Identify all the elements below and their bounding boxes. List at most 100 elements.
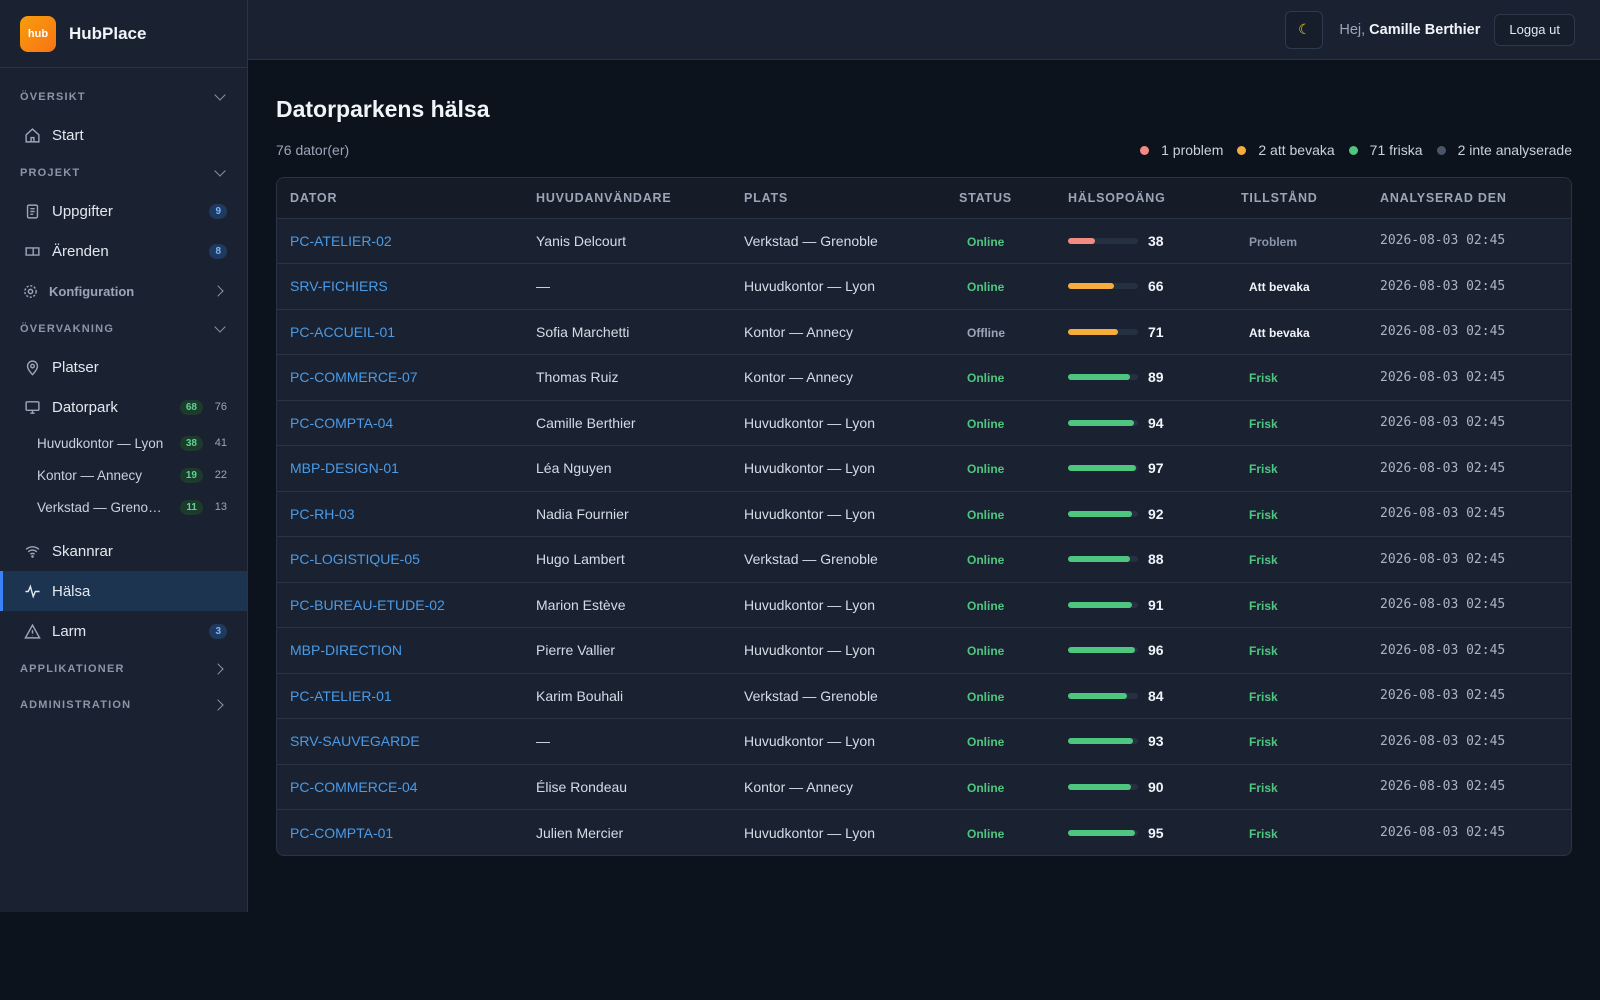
analyzed-date: 2026-08-03 02:45 [1367, 400, 1571, 446]
computer-link[interactable]: MBP-DESIGN-01 [277, 445, 523, 492]
health-bar-fill [1068, 283, 1115, 290]
column-header[interactable]: PLATS [731, 178, 946, 219]
user-name: Camille Berthier [1369, 21, 1481, 38]
condition-badge: Att bevaka [1249, 325, 1310, 340]
column-header[interactable]: HUVUDANVÄNDARE [523, 178, 731, 219]
sidebar-item-config[interactable]: Konfiguration [0, 271, 247, 311]
condition-cell: Problem [1228, 218, 1367, 264]
computer-link[interactable]: PC-ATELIER-01 [277, 673, 523, 719]
section-monitoring[interactable]: ÖVERVAKNING [0, 311, 247, 347]
status-badge: Online [967, 598, 1005, 613]
sidebar-item-alarms[interactable]: Larm 3 [0, 611, 247, 651]
table-row[interactable]: PC-ACCUEIL-01 Sofia Marchetti Kontor — Ann… [277, 309, 1571, 355]
sidebar-item-health[interactable]: Hälsa [0, 571, 247, 611]
legend-dot [1348, 145, 1358, 155]
brand[interactable]: hub HubPlace [0, 0, 247, 68]
sidebar-subitem-grenoble[interactable]: Verkstad — Grenoble 11 13 [0, 491, 247, 523]
computer-link[interactable]: PC-BUREAU-ETUDE-02 [277, 582, 523, 628]
health-bar-fill [1068, 237, 1095, 244]
chevron-right-icon [212, 285, 224, 297]
table-header-row: DATOR HUVUDANVÄNDARE PLATS STATUS HÄLSOPOÄNG… [277, 178, 1571, 219]
section-applications[interactable]: APPLIKATIONER [0, 651, 247, 687]
table-row[interactable]: MBP-DESIGN-01 Léa Nguyen Huvudkontor — Lyo… [277, 445, 1571, 492]
sidebar-item-label: Larm [52, 622, 87, 640]
table-row[interactable]: PC-BUREAU-ETUDE-02 Marion Estève Huvudkont… [277, 582, 1571, 628]
place: Huvudkontor — Lyon [731, 491, 946, 537]
computer-count: 76 dator(er) [276, 142, 350, 158]
column-header[interactable]: STATUS [946, 178, 1055, 219]
status-cell: Online [946, 764, 1055, 810]
column-header[interactable]: HÄLSOPOÄNG [1055, 178, 1228, 219]
score-cell: 89 [1055, 354, 1228, 401]
health-bar [1068, 692, 1138, 699]
place: Huvudkontor — Lyon [731, 445, 946, 492]
table-row[interactable]: PC-ATELIER-01 Karim Bouhali Verkstad — Gre… [277, 673, 1571, 719]
gear-icon [21, 282, 39, 300]
sidebar-item-fleet[interactable]: Datorpark 68 76 [0, 387, 247, 427]
user-greeting: Hej, Camille Berthier [1339, 22, 1480, 38]
column-header[interactable]: DATOR [277, 178, 523, 219]
health-score: 94 [1148, 414, 1164, 431]
table-row[interactable]: SRV-SAUVEGARDE — Huvudkontor — Lyon Online 9… [277, 718, 1571, 765]
theme-toggle-button[interactable]: ☾ [1285, 10, 1324, 49]
health-bar-fill [1068, 692, 1127, 699]
sidebar-item-scanners[interactable]: Skannrar [0, 531, 247, 571]
table-row[interactable]: SRV-FICHIERS — Huvudkontor — Lyon Online 66 A… [277, 263, 1571, 310]
sidebar-item-tasks[interactable]: Uppgifter 9 [0, 191, 247, 231]
table-row[interactable]: PC-COMMERCE-07 Thomas Ruiz Kontor — Annecy… [277, 354, 1571, 401]
computer-link[interactable]: PC-RH-03 [277, 491, 523, 537]
computer-link[interactable]: PC-COMPTA-04 [277, 400, 523, 446]
computer-link[interactable]: SRV-FICHIERS [277, 263, 523, 310]
section-overview[interactable]: ÖVERSIKT [0, 79, 247, 115]
table-row[interactable]: MBP-DIRECTION Pierre Vallier Huvudkontor —… [277, 627, 1571, 674]
table-row[interactable]: PC-COMMERCE-04 Élise Rondeau Kontor — Anne… [277, 764, 1571, 810]
computer-link[interactable]: PC-LOGISTIQUE-05 [277, 536, 523, 583]
sidebar-item-label: Ärenden [52, 242, 109, 260]
app-logo[interactable]: hub [20, 15, 56, 52]
status-badge: Online [967, 735, 1005, 750]
score-cell: 93 [1055, 718, 1228, 765]
section-administration[interactable]: ADMINISTRATION [0, 687, 247, 723]
column-header[interactable]: TILLSTÅND [1228, 178, 1367, 219]
logout-button[interactable]: Logga ut [1494, 13, 1575, 46]
table-row[interactable]: PC-COMPTA-01 Julien Mercier Huvudkontor — … [277, 810, 1571, 856]
status-badge: Online [967, 826, 1005, 841]
alert-triangle-icon [23, 622, 41, 640]
computer-link[interactable]: PC-COMMERCE-07 [277, 354, 523, 401]
health-score: 97 [1148, 460, 1164, 477]
table-row[interactable]: PC-COMPTA-04 Camille Berthier Huvudkontor … [277, 400, 1571, 446]
subitem-count: 41 [214, 437, 227, 449]
condition-cell: Att bevaka [1228, 309, 1367, 355]
sidebar-item-start[interactable]: Start [0, 115, 247, 155]
computer-link[interactable]: PC-ATELIER-02 [277, 218, 523, 264]
sidebar-item-label: Start [52, 126, 84, 144]
place: Verkstad — Grenoble [731, 673, 946, 719]
table-row[interactable]: PC-ATELIER-02 Yanis Delcourt Verkstad — Gr… [277, 218, 1571, 264]
health-bar-fill [1068, 465, 1136, 472]
computer-link[interactable]: MBP-DIRECTION [277, 627, 523, 674]
sidebar-item-places[interactable]: Platser [0, 347, 247, 387]
column-header[interactable]: ANALYSERAD DEN [1367, 178, 1571, 219]
condition-cell: Frisk [1228, 582, 1367, 628]
computer-link[interactable]: PC-ACCUEIL-01 [277, 309, 523, 355]
sidebar-item-tickets[interactable]: Ärenden 8 [0, 231, 247, 271]
computer-link[interactable]: PC-COMMERCE-04 [277, 764, 523, 810]
table-row[interactable]: PC-RH-03 Nadia Fournier Huvudkontor — Lyon… [277, 491, 1571, 537]
main-user: Julien Mercier [536, 824, 624, 841]
chevron-right-icon [212, 663, 224, 675]
status-cell: Online [946, 491, 1055, 537]
sidebar-subitem-annecy[interactable]: Kontor — Annecy 19 22 [0, 459, 247, 491]
table-row[interactable]: PC-LOGISTIQUE-05 Hugo Lambert Verkstad — G… [277, 536, 1571, 583]
legend-dot [1436, 145, 1446, 155]
app-name[interactable]: HubPlace [69, 23, 147, 43]
health-bar-fill [1068, 374, 1131, 381]
health-bar [1068, 374, 1138, 381]
sidebar-subitem-lyon[interactable]: Huvudkontor — Lyon 38 41 [0, 427, 247, 459]
section-project[interactable]: PROJEKT [0, 155, 247, 191]
computer-link[interactable]: PC-COMPTA-01 [290, 824, 394, 841]
health-score: 92 [1148, 505, 1164, 522]
health-bar [1068, 647, 1138, 654]
legend-label: 2 att bevaka [1258, 142, 1335, 158]
computer-link[interactable]: SRV-SAUVEGARDE [277, 718, 523, 765]
score-cell: 94 [1055, 400, 1228, 446]
